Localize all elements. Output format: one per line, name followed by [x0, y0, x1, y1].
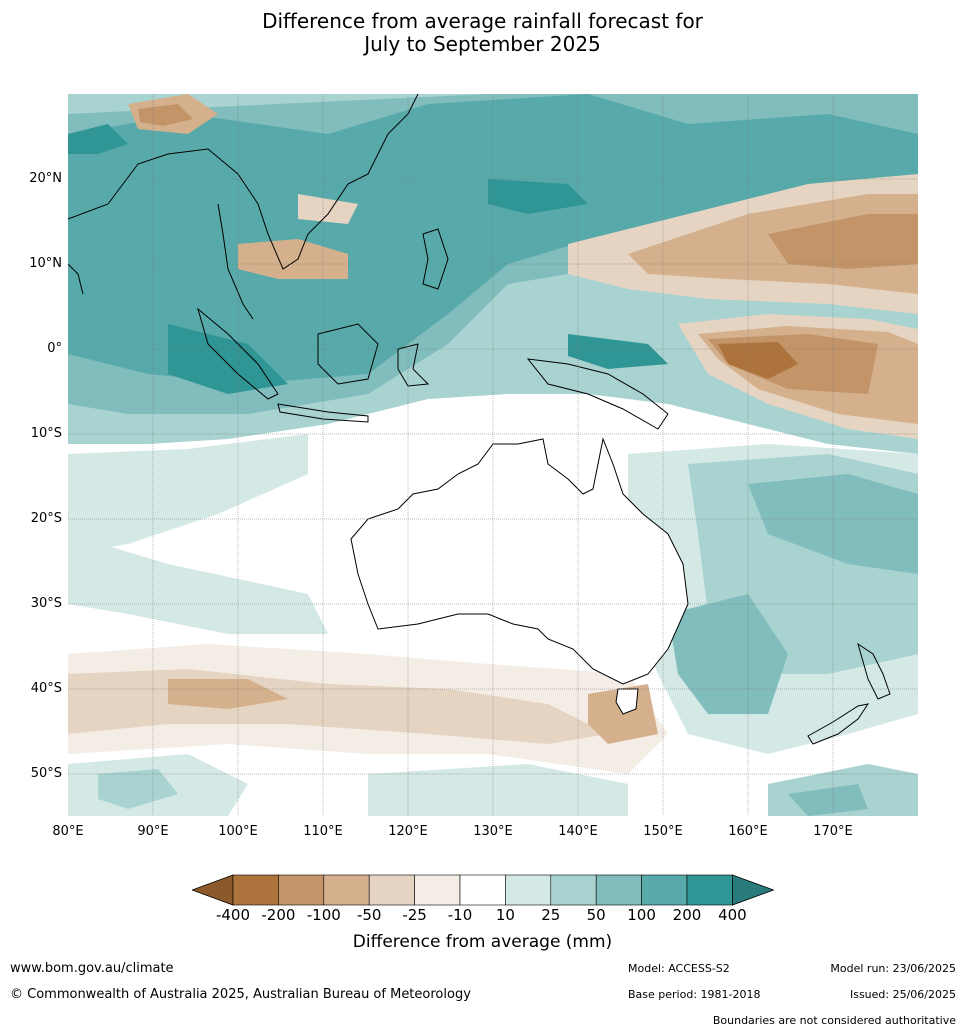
colorbar-extend-high: [732, 874, 774, 906]
colorbar-cell: [595, 874, 642, 906]
colorbar-cell: [323, 874, 370, 906]
footer-model-run: Model run: 23/06/2025: [830, 962, 956, 975]
pacific-dry-core: [768, 214, 918, 269]
lon-label-110e: 110°E: [303, 824, 343, 839]
colorbar-tick-label: 200: [672, 906, 702, 924]
malay-peninsula: [217, 203, 254, 320]
lon-label-170e: 170°E: [813, 824, 853, 839]
colorbar-cell: [459, 874, 506, 906]
footer-copyright: © Commonwealth of Australia 2025, Austra…: [10, 987, 471, 1002]
lat-label-10n: 10°N: [29, 256, 62, 271]
colorbar-extend-low: [192, 874, 234, 906]
colorbar-cell: [550, 874, 597, 906]
colorbar-tick-label: 50: [586, 906, 606, 924]
lon-label-150e: 150°E: [643, 824, 683, 839]
colorbar-tick-label: -200: [261, 906, 296, 924]
rainfall-map: [68, 94, 918, 816]
colorbar-tick-label: -400: [215, 906, 251, 924]
lon-label-130e: 130°E: [473, 824, 513, 839]
colorbar-cell: [686, 874, 733, 906]
footer-url: www.bom.gov.au/climate: [10, 961, 174, 976]
far-south-wet-2: [98, 769, 178, 809]
lat-label-10s: 10°S: [30, 426, 62, 441]
philippines-outline: [422, 228, 449, 290]
new-zealand-north: [857, 642, 891, 700]
colorbar-cell: [505, 874, 552, 906]
title-line-2: July to September 2025: [364, 32, 601, 56]
lat-label-50s: 50°S: [30, 766, 62, 781]
china-dry-core: [138, 104, 193, 126]
borneo-outline: [317, 323, 379, 385]
map-svg: [68, 94, 918, 816]
colorbar-title: Difference from average (mm): [352, 932, 613, 952]
colorbar-tick-label: -50: [356, 906, 382, 924]
colorbar-cell: [414, 874, 461, 906]
new-zealand-south: [807, 703, 870, 745]
asia-coast: [68, 94, 419, 270]
tropical-wet-peak-2: [488, 179, 588, 214]
graticule: [68, 94, 918, 816]
lat-label-20n: 20°N: [29, 171, 62, 186]
colorbar-tick-label: -25: [402, 906, 427, 924]
colorbar-cell: [278, 874, 325, 906]
tropical-wet-peak-1: [168, 324, 288, 394]
sulawesi-outline: [397, 343, 430, 387]
footer-disclaimer: Boundaries are not considered authoritat…: [712, 1014, 956, 1027]
colorbar-tick-label: -100: [306, 906, 341, 924]
sumatra-outline: [197, 307, 279, 400]
equatorial-dry-core: [718, 342, 798, 379]
lon-label-120e: 120°E: [388, 824, 428, 839]
india-coast: [68, 263, 84, 295]
colorbar-cell: [368, 874, 415, 906]
far-south-wet-5: [788, 784, 868, 816]
java-outline: [277, 403, 369, 423]
lat-label-40s: 40°S: [30, 681, 62, 696]
lat-label-0: 0°: [47, 341, 62, 356]
lon-label-80e: 80°E: [52, 824, 84, 839]
colorbar-tick-label: 400: [718, 906, 747, 924]
colorbar-cell: [232, 874, 279, 906]
tasman-wet: [668, 594, 788, 714]
footer-issued: Issued: 25/06/2025: [849, 988, 956, 1001]
lat-label-20s: 20°S: [30, 511, 62, 526]
scs-dry: [298, 194, 358, 224]
colorbar-cell: [641, 874, 688, 906]
tropical-wet-peak-3: [568, 334, 668, 369]
colorbar-tick-label: 25: [541, 906, 561, 924]
lon-label-160e: 160°E: [728, 824, 768, 839]
footer-base-period: Base period: 1981-2018: [628, 988, 761, 1001]
title-line-1: Difference from average rainfall forecas…: [262, 9, 703, 33]
australia-outline: [350, 437, 689, 685]
indian-ocean-wet: [68, 434, 308, 554]
colorbar-tick-label: 10: [495, 906, 515, 924]
chart-title: Difference from average rainfall forecas…: [0, 10, 965, 56]
lon-label-140e: 140°E: [558, 824, 598, 839]
colorbar: [192, 874, 774, 906]
lon-label-100e: 100°E: [218, 824, 258, 839]
southern-dry-core: [168, 679, 288, 709]
indochina-dry: [238, 239, 348, 279]
lat-label-30s: 30°S: [30, 596, 62, 611]
colorbar-tick-label: -10: [447, 906, 473, 924]
new-guinea-outline: [526, 358, 669, 430]
tropical-wet-peak-4: [68, 124, 128, 154]
footer-model: Model: ACCESS-S2: [628, 962, 730, 975]
colorbar-tick-label: 100: [627, 906, 656, 924]
southern-indian-wet: [68, 534, 328, 634]
lon-label-90e: 90°E: [137, 824, 169, 839]
far-south-wet-3: [368, 764, 628, 816]
